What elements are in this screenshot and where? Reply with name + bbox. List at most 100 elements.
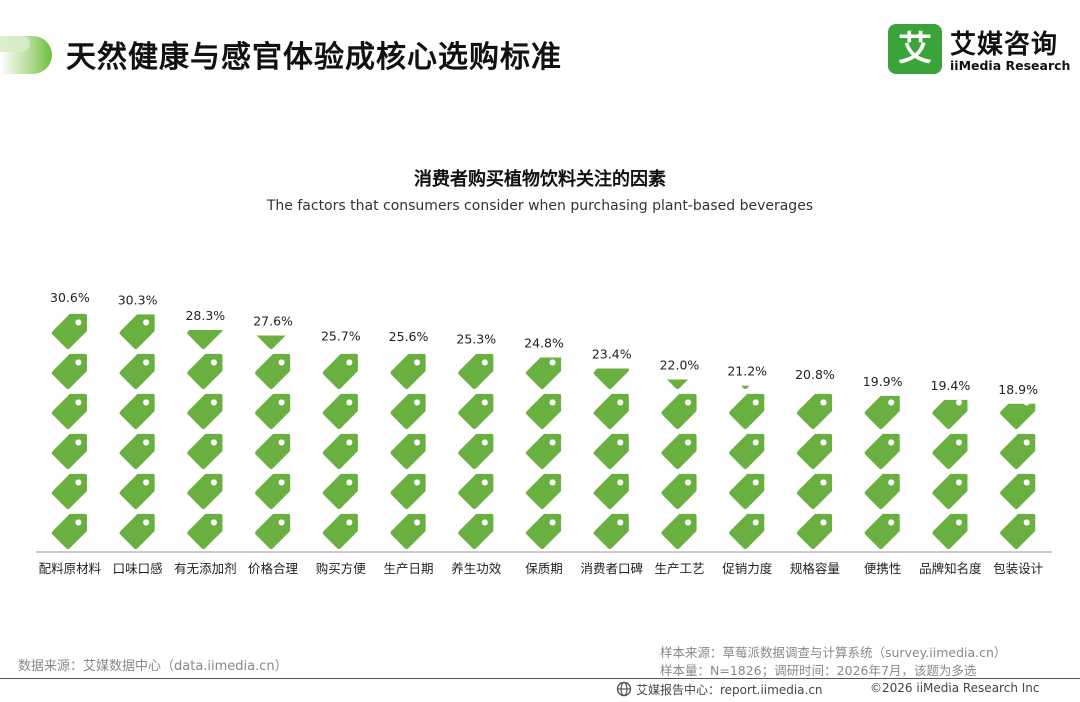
price-tag-icon [864, 395, 900, 430]
price-tag-icon [256, 335, 286, 350]
price-tag-icon [865, 314, 900, 349]
price-tag-icon [322, 353, 358, 390]
price-tag-icon [661, 314, 696, 349]
price-tag-icon [322, 393, 358, 430]
value-label: 25.7% [321, 328, 361, 343]
price-tag-icon [390, 513, 426, 550]
footer-divider [0, 678, 1080, 679]
price-tag-icon [119, 393, 155, 430]
price-tag-icon [593, 393, 629, 430]
price-tag-icon [594, 314, 629, 349]
bar-2 [119, 314, 155, 550]
bar-5 [322, 353, 358, 550]
price-tag-icon [667, 379, 689, 390]
price-tag-icon [255, 473, 291, 510]
chart-subtitle: The factors that consumers consider when… [266, 198, 814, 214]
price-tag-icon [1000, 513, 1036, 550]
value-label: 23.4% [592, 346, 632, 361]
price-tag-icon [864, 433, 900, 470]
price-tag-icon [796, 473, 833, 510]
category-label: 口味口感 [113, 561, 163, 576]
price-tag-icon [119, 473, 155, 510]
bar-9 [593, 314, 629, 550]
price-tag-icon [187, 353, 223, 390]
price-tag-icon [1000, 314, 1035, 349]
category-label: 消费者口碑 [580, 561, 643, 576]
price-tag-icon [796, 433, 833, 470]
category-label: 品牌知名度 [919, 561, 982, 576]
bar-14 [932, 314, 968, 550]
price-tag-icon [729, 393, 765, 430]
price-tag-icon [458, 393, 494, 430]
price-tag-icon [458, 513, 494, 550]
category-label: 有无添加剂 [174, 561, 237, 576]
price-tag-icon [661, 433, 697, 470]
price-tag-icon [322, 433, 358, 470]
bar-4 [255, 335, 291, 550]
value-label: 25.6% [389, 329, 429, 344]
price-tag-icon [864, 473, 900, 510]
value-label: 30.3% [118, 292, 158, 307]
price-tag-icon [932, 399, 968, 430]
price-tag-icon [51, 393, 87, 430]
price-tag-icon [661, 473, 697, 510]
data-source: 数据来源：艾媒数据中心（data.iimedia.cn） [18, 659, 288, 674]
price-tag-icon [255, 433, 291, 470]
price-tag-icon [119, 433, 155, 470]
price-tag-icon [187, 330, 223, 350]
copyright: ©2026 iiMedia Research Inc [870, 681, 1040, 695]
value-label: 20.8% [795, 367, 835, 382]
price-tag-icon [187, 513, 223, 550]
category-label: 便携性 [864, 561, 902, 576]
price-tag-icon [932, 513, 968, 550]
price-tag-icon [729, 513, 765, 550]
value-label: 28.3% [185, 308, 225, 323]
price-tag-icon [932, 314, 967, 349]
logo-mark: 艾 [888, 24, 942, 74]
category-label: 促销力度 [722, 561, 773, 576]
title-accent-highlight [0, 36, 30, 52]
price-tag-icon [255, 393, 291, 430]
price-tag-icon [729, 314, 764, 349]
price-tag-icon [1000, 473, 1036, 510]
price-tag-icon [741, 385, 750, 390]
category-label: 保质期 [525, 561, 563, 576]
price-tag-icon [593, 473, 629, 510]
chart-title: 消费者购买植物饮料关注的因素 [414, 169, 666, 190]
price-tag-icon [932, 473, 968, 510]
category-label: 生产工艺 [654, 561, 704, 576]
price-tag-icon [322, 513, 358, 550]
category-label: 养生功效 [451, 561, 502, 576]
price-tag-icon [51, 433, 87, 470]
price-tag-icon [593, 368, 629, 390]
value-label: 18.9% [998, 382, 1038, 397]
price-tag-icon [796, 513, 833, 550]
price-tag-icon [119, 314, 155, 350]
value-label: 30.6% [50, 290, 90, 305]
price-tag-icon [255, 513, 291, 550]
category-label: 生产日期 [384, 561, 434, 576]
price-tag-icon [525, 473, 562, 510]
category-label: 购买方便 [316, 561, 367, 576]
price-tag-icon [593, 513, 629, 550]
price-tag-icon [390, 433, 426, 470]
bar-15 [1000, 314, 1036, 550]
globe-icon [616, 681, 632, 697]
value-label: 27.6% [253, 314, 293, 329]
price-tag-icon [390, 473, 426, 510]
sample-size: 样本量：N=1826；调研时间：2026年7月，该题为多选 [660, 663, 977, 678]
price-tag-icon [255, 353, 291, 390]
price-tag-icon [525, 393, 562, 430]
iimedia-logo: 艾 艾媒咨询 iiMedia Research [888, 24, 1070, 78]
price-tag-icon [932, 433, 968, 470]
category-label: 包装设计 [993, 561, 1043, 576]
page-title: 天然健康与感官体验成核心选购标准 [66, 40, 562, 75]
price-tag-icon [812, 388, 814, 390]
value-label: 21.2% [727, 364, 767, 379]
price-tag-icon [661, 393, 697, 430]
report-center-link[interactable]: 艾媒报告中心：report.iimedia.cn [636, 683, 823, 697]
price-tag-icon [661, 513, 697, 550]
bar-1 [51, 313, 87, 550]
value-label: 19.9% [863, 374, 903, 389]
